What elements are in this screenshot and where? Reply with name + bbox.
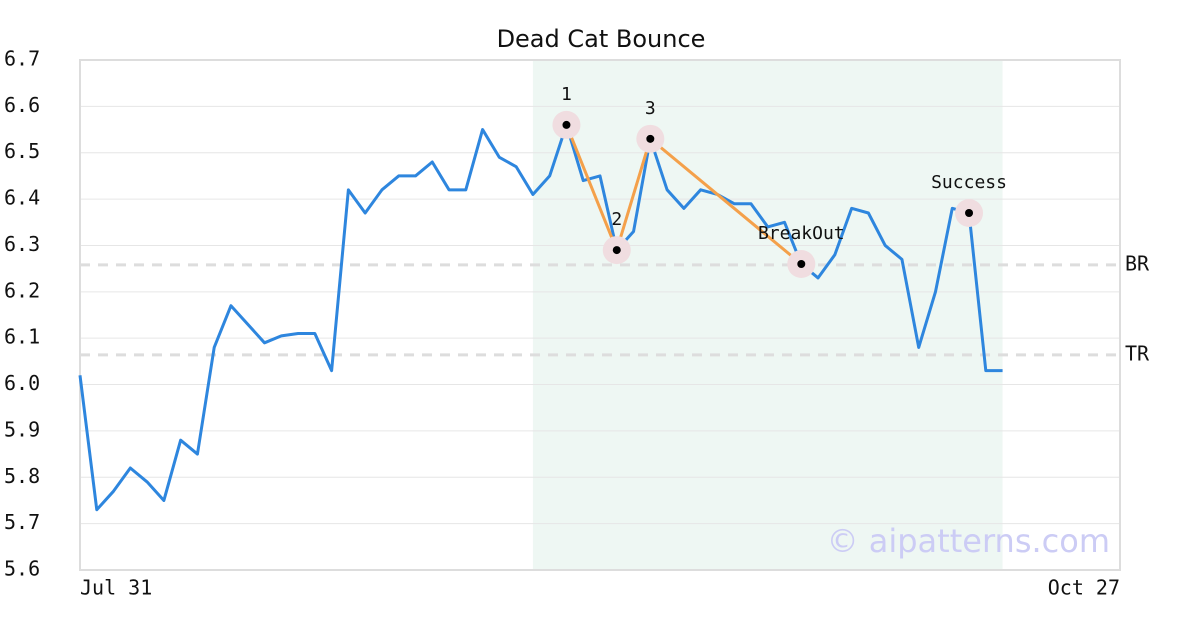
annotation-point	[965, 209, 974, 217]
annotation-point	[797, 260, 806, 268]
y-tick-label: 6.5	[4, 139, 40, 163]
y-tick-label: 6.3	[4, 232, 40, 256]
highlight-region	[532, 60, 1003, 570]
annotation-label: 3	[645, 98, 656, 119]
annotation-point	[612, 246, 621, 255]
y-tick-label: 6.0	[4, 371, 40, 395]
y-tick-label: 5.9	[4, 417, 40, 441]
x-tick-label: Jul 31	[80, 576, 152, 600]
annotation-label: BreakOut	[758, 223, 845, 244]
y-tick-label: 5.6	[4, 557, 40, 581]
level-label: TR	[1125, 341, 1150, 365]
level-label: BR	[1125, 251, 1150, 275]
annotation-point	[646, 134, 655, 143]
y-tick-label: 6.1	[4, 325, 40, 349]
y-tick-label: 5.7	[4, 510, 40, 534]
x-tick-label: Oct 27	[1048, 576, 1120, 600]
price-line	[78, 123, 1003, 512]
annotation-label: 2	[611, 209, 622, 230]
pattern-line	[565, 124, 803, 266]
y-tick-label: 6.2	[4, 278, 40, 302]
annotation-point	[562, 120, 571, 129]
annotation-label: 1	[561, 84, 572, 105]
chart-title: Dead Cat Bounce	[497, 25, 706, 53]
y-tick-label: 6.6	[4, 93, 40, 117]
watermark: © aipatterns.com	[827, 522, 1110, 560]
y-tick-label: 6.7	[4, 47, 40, 71]
y-tick-label: 6.4	[4, 186, 40, 210]
annotation-label: Success	[931, 172, 1007, 193]
y-tick-label: 5.8	[4, 464, 40, 488]
plot-frame	[79, 59, 1121, 571]
